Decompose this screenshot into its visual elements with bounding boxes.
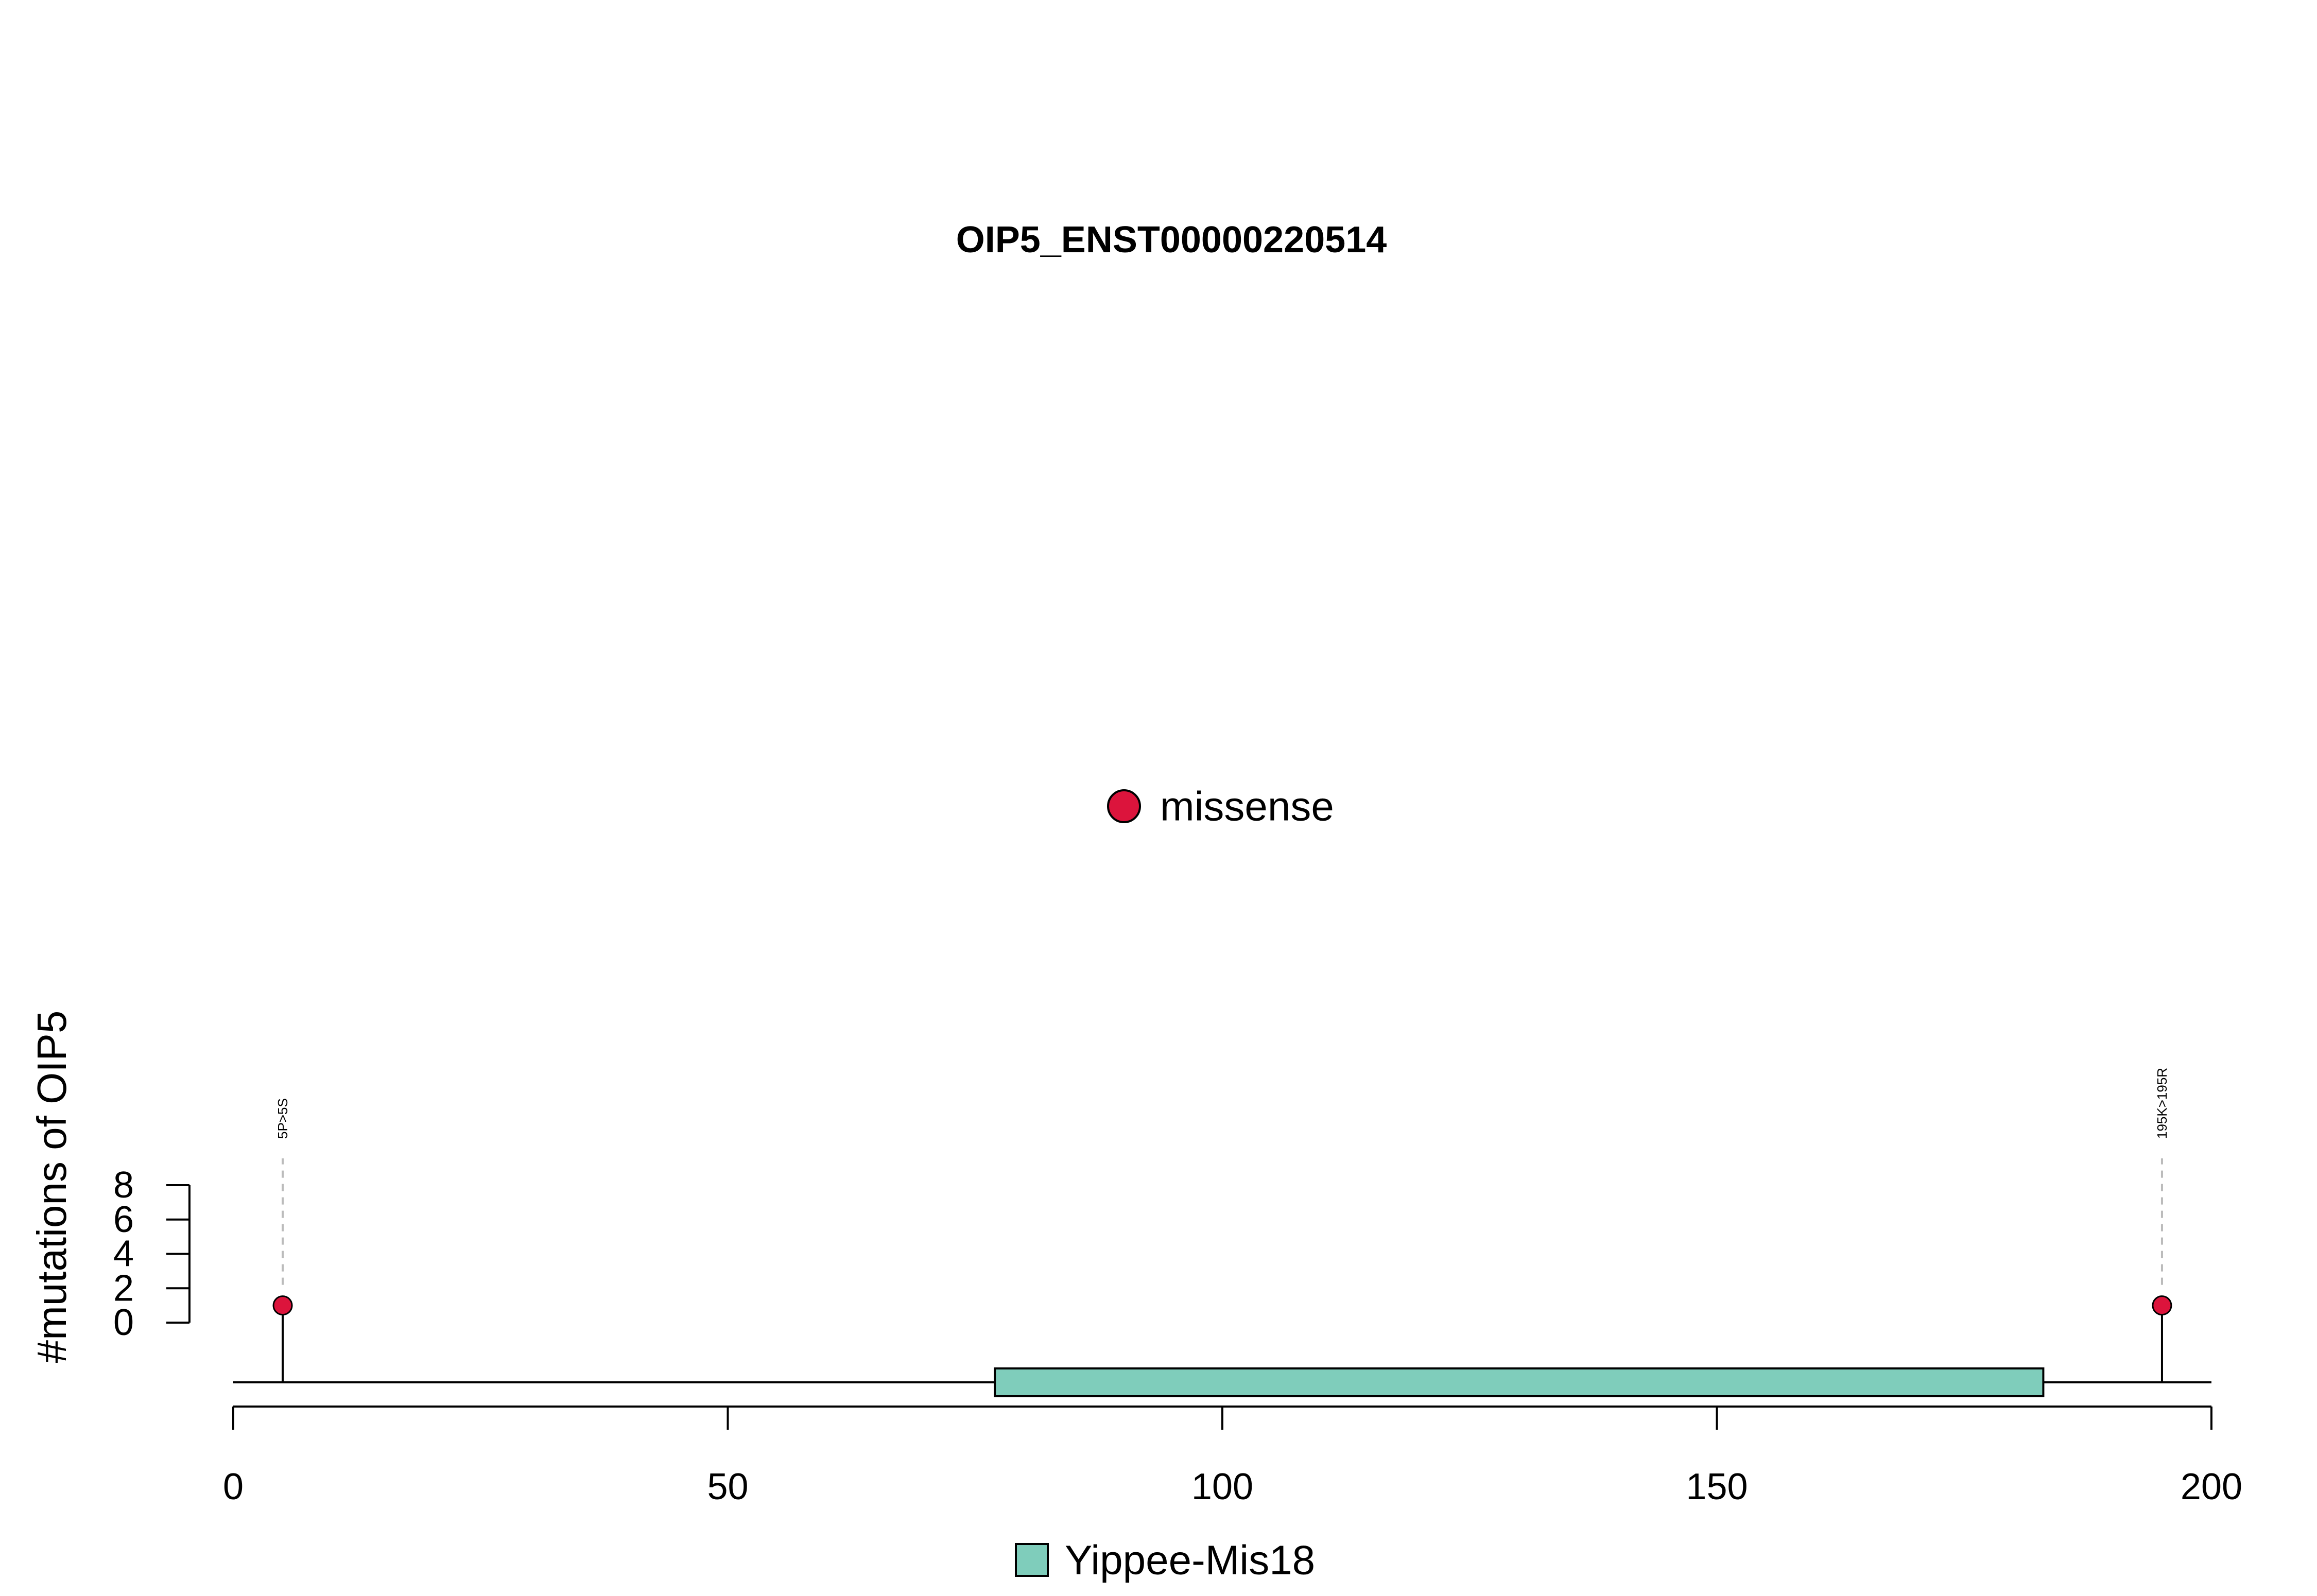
x-tick-label: 100	[1191, 1466, 1253, 1507]
mutation-point	[2152, 1295, 2172, 1316]
x-tick-label: 150	[1686, 1466, 1748, 1507]
y-tick-label: 2	[113, 1268, 134, 1309]
legend-domain-swatch	[1015, 1543, 1049, 1577]
y-tick-label: 6	[113, 1199, 134, 1240]
y-axis-label: #mutations of OIP5	[29, 1011, 75, 1363]
mutation-layer: 5P>5S 195K>195R	[272, 1068, 2172, 1382]
x-tick-label: 50	[707, 1466, 748, 1507]
domain-layer	[994, 1367, 2045, 1397]
y-tick-label: 0	[113, 1302, 134, 1343]
domain-legend: Yippee-Mis18	[1015, 1537, 1315, 1583]
legend-missense-label: missense	[1160, 784, 1334, 829]
mutation-point	[272, 1295, 293, 1316]
legend-domain-label: Yippee-Mis18	[1065, 1537, 1315, 1583]
domain-yippee-mis18	[994, 1367, 2045, 1397]
mutation-label: 5P>5S	[275, 1098, 290, 1139]
mutation-legend: missense	[1107, 784, 1334, 829]
mutation-label: 195K>195R	[2154, 1068, 2170, 1139]
x-tick-label: 200	[2181, 1466, 2242, 1507]
chart-title: OIP5_ENST00000220514	[956, 219, 1387, 261]
y-tick-label: 8	[113, 1165, 134, 1206]
y-tick-label: 4	[113, 1234, 134, 1275]
legend-missense-marker	[1107, 789, 1141, 823]
x-tick-label: 0	[223, 1466, 244, 1507]
x-axis: 0 50 100 150 200	[223, 1406, 2242, 1507]
